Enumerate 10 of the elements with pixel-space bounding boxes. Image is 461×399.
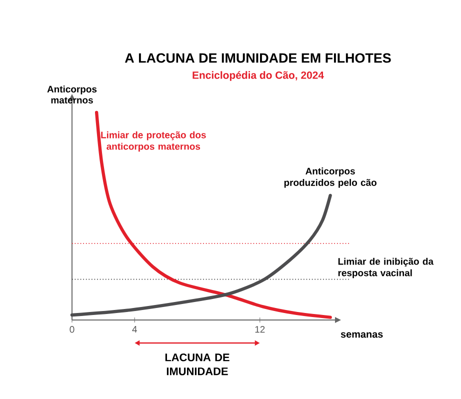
chart-title: A LACUNA DE IMUNIDADE EM FILHOTES	[124, 53, 391, 63]
x-tick-label: 0	[70, 326, 74, 333]
x-tick-label: 4	[132, 326, 137, 333]
ref-line-label: Limiar de inibição da resposta vacinal	[338, 258, 434, 278]
chart-subtitle: Enciclopédia do Cão, 2024	[192, 71, 324, 81]
series-label: Limiar de proteção dos anticorpos maternos	[101, 131, 206, 152]
x-tick-label: 12	[255, 326, 265, 333]
x-axis-title: semanas	[340, 332, 383, 338]
series-label: Anticorpos produzidos pelo cão	[284, 168, 376, 188]
text: LACUNA DE IMUNIDADE	[165, 354, 230, 376]
